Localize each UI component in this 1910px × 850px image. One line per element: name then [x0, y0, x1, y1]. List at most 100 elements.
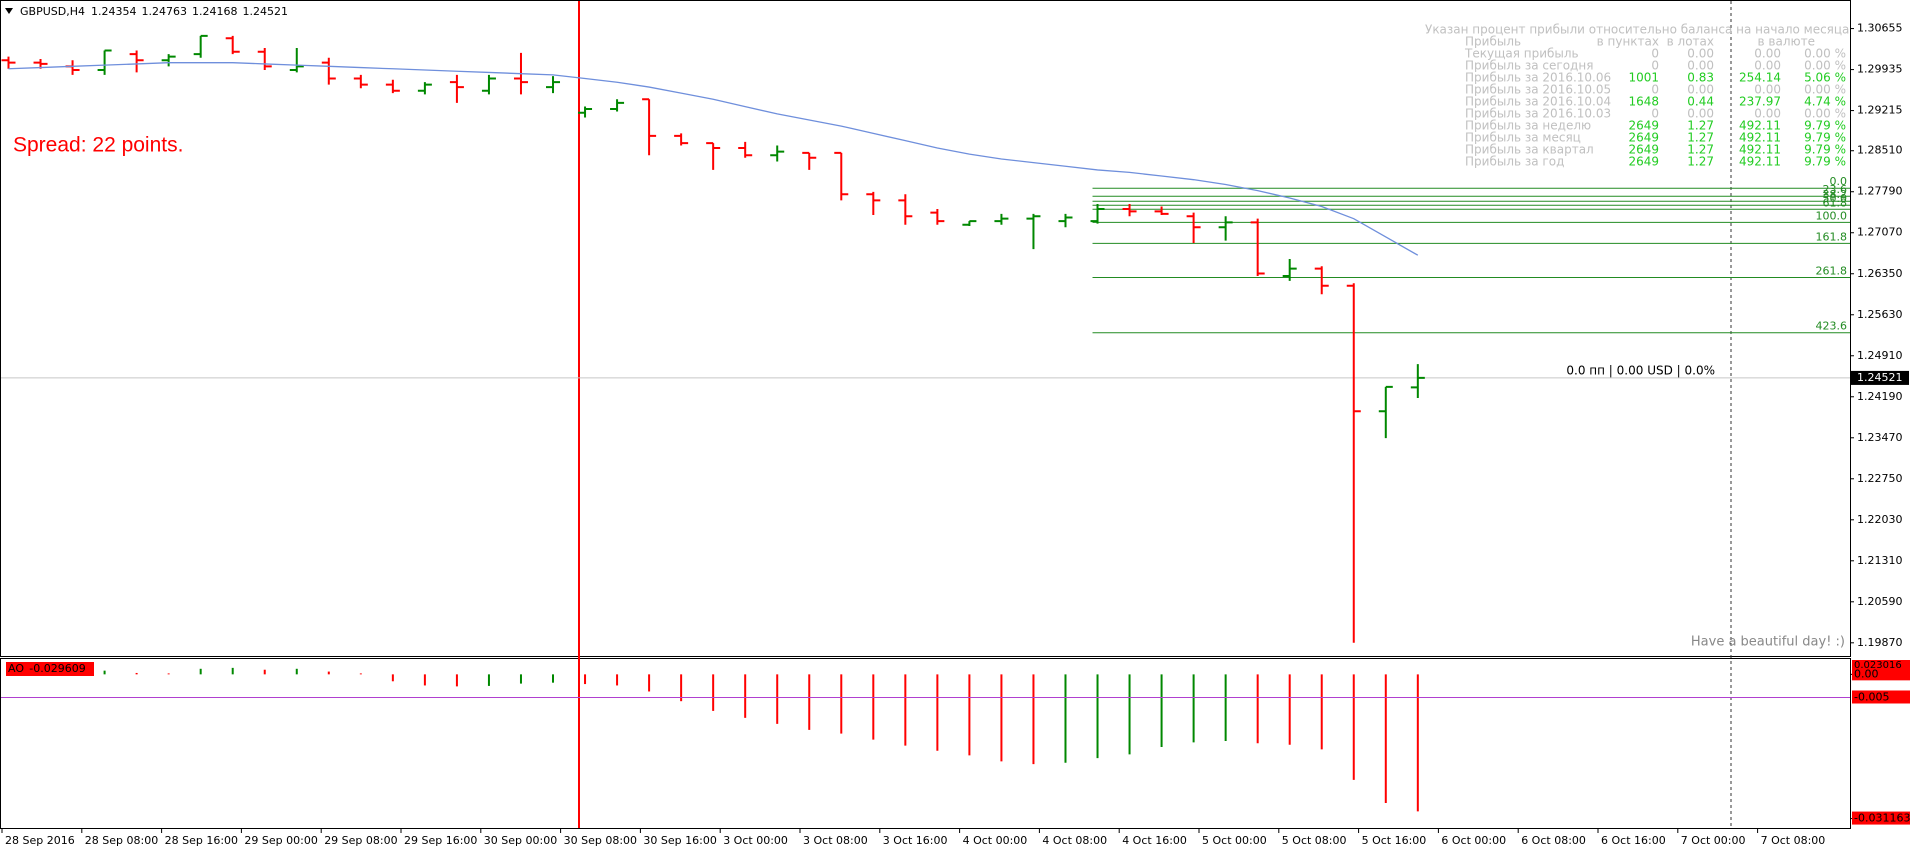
ohlc-bar: [674, 133, 689, 146]
ao-level-box: [1852, 690, 1910, 704]
x-tick-label: 5 Oct 00:00: [1202, 834, 1267, 847]
table-cell: 0.00: [1754, 59, 1781, 73]
table-cell: Текущая прибыль: [1464, 47, 1579, 61]
ohlc-bar: [962, 220, 977, 226]
table-cell: 492.11: [1739, 131, 1781, 145]
ao-level-label: -0.005: [1854, 690, 1889, 703]
y-tick-label: 1.21310: [1857, 554, 1903, 567]
table-cell: 0: [1651, 107, 1659, 121]
table-cell: 1.27: [1687, 155, 1714, 169]
ohlc-bar: [129, 50, 144, 73]
ao-title-box: [6, 662, 94, 676]
price-box-label: 1.24521: [1857, 371, 1903, 384]
table-cell: 492.11: [1739, 155, 1781, 169]
table-cell: 0.00: [1687, 107, 1714, 121]
y-tick-label: 1.22030: [1857, 513, 1903, 526]
x-tick-label: 6 Oct 00:00: [1441, 834, 1506, 847]
x-tick-label: 7 Oct 08:00: [1761, 834, 1826, 847]
menu-triangle: [5, 8, 13, 14]
y-tick-label: 1.27070: [1857, 226, 1903, 239]
table-cell: 9.79 %: [1804, 119, 1846, 133]
table-header: Прибыль: [1465, 35, 1521, 49]
table-cell: 0.00 %: [1804, 47, 1846, 61]
table-cell: 492.11: [1739, 143, 1781, 157]
ohlc-bar: [289, 48, 304, 73]
x-tick-label: 29 Sep 16:00: [404, 834, 477, 847]
price-box: [1851, 370, 1909, 385]
ohlc-bar: [353, 74, 368, 89]
x-tick-label: 28 Sep 08:00: [85, 834, 158, 847]
ohlc-bar: [866, 191, 881, 216]
table-cell: 0.00: [1754, 47, 1781, 61]
y-tick-label: 1.23470: [1857, 431, 1903, 444]
x-tick-label: 30 Sep 08:00: [564, 834, 637, 847]
table-cell: 2649: [1628, 131, 1659, 145]
ao-name: AO: [8, 662, 24, 675]
y-tick-label: 1.20590: [1857, 595, 1903, 608]
y-tick-label: 1.19870: [1857, 636, 1903, 649]
x-tick-label: 5 Oct 08:00: [1282, 834, 1347, 847]
x-tick-label: 3 Oct 16:00: [883, 834, 948, 847]
table-header: в валюте: [1758, 35, 1815, 49]
table-cell: 0.00 %: [1804, 83, 1846, 97]
ohlc-bar: [1218, 216, 1233, 241]
y-tick-label: 1.28510: [1857, 144, 1903, 157]
table-cell: 492.11: [1739, 119, 1781, 133]
ohlc-bar: [546, 76, 561, 94]
table-cell: 0.00: [1687, 47, 1714, 61]
ohlc-bar: [578, 106, 593, 118]
fib-label: 50.0: [1823, 192, 1848, 205]
table-title: Указан процент прибыли относительно бала…: [1425, 23, 1849, 37]
fib-label: 23.6: [1823, 183, 1848, 196]
ohlc-bar: [97, 49, 112, 75]
y-tick-label: 1.25630: [1857, 308, 1903, 321]
ohlc-bar: [161, 54, 176, 67]
x-tick-label: 4 Oct 16:00: [1122, 834, 1187, 847]
ohlc-bar: [1026, 213, 1041, 250]
table-cell: Прибыль за 2016.10.03: [1465, 107, 1611, 121]
position-text: 0.0 пп | 0.00 USD | 0.0%: [1566, 364, 1715, 378]
table-cell: 237.97: [1739, 95, 1781, 109]
table-cell: 1001: [1628, 71, 1659, 85]
ao-max-box: [1852, 660, 1910, 669]
ohlc-bar: [930, 208, 945, 225]
ohlc-bar: [1282, 258, 1297, 281]
table-cell: Прибыль за месяц: [1465, 131, 1581, 145]
ao-max-label: 0.023016: [1854, 660, 1902, 671]
table-cell: 254.14: [1739, 71, 1781, 85]
table-cell: 4.74 %: [1804, 95, 1846, 109]
table-cell: Прибыль за 2016.10.04: [1465, 95, 1611, 109]
spread-text: Spread: 22 points.: [13, 134, 183, 157]
x-tick-label: 28 Sep 2016: [5, 834, 75, 847]
table-cell: 0.00 %: [1804, 59, 1846, 73]
table-cell: 2649: [1628, 155, 1659, 169]
ohlc-bar: [610, 99, 625, 112]
ohlc-bar: [225, 35, 240, 55]
fib-label: 161.8: [1816, 230, 1848, 243]
fib-label: 38.2: [1823, 188, 1848, 201]
main-panel: [0, 0, 1851, 657]
x-tick-label: 3 Oct 08:00: [803, 834, 868, 847]
table-cell: 5.06 %: [1804, 71, 1846, 85]
table-cell: Прибыль за 2016.10.06: [1465, 71, 1611, 85]
ao-tick-box: [1852, 811, 1910, 825]
fib-label: 423.6: [1816, 320, 1848, 333]
y-tick-label: 1.24910: [1857, 349, 1903, 362]
x-tick-label: 28 Sep 16:00: [165, 834, 238, 847]
fib-label: 61.8: [1823, 196, 1848, 209]
ohlc-bar: [642, 98, 657, 156]
ohlc-bar: [898, 194, 913, 225]
x-tick-label: 3 Oct 00:00: [723, 834, 788, 847]
ohlc-bar: [1250, 218, 1265, 276]
table-cell: Прибыль за неделю: [1465, 119, 1591, 133]
table-cell: Прибыль за год: [1465, 155, 1564, 169]
x-tick-label: 6 Oct 16:00: [1601, 834, 1666, 847]
table-cell: 0.83: [1687, 71, 1714, 85]
table-cell: 9.79 %: [1804, 131, 1846, 145]
y-tick-label: 1.29215: [1857, 104, 1903, 117]
x-tick-label: 5 Oct 16:00: [1362, 834, 1427, 847]
table-cell: 0.44: [1687, 95, 1714, 109]
ohlc-bar: [1186, 212, 1201, 244]
x-tick-label: 30 Sep 16:00: [643, 834, 716, 847]
table-cell: Прибыль за квартал: [1465, 143, 1594, 157]
